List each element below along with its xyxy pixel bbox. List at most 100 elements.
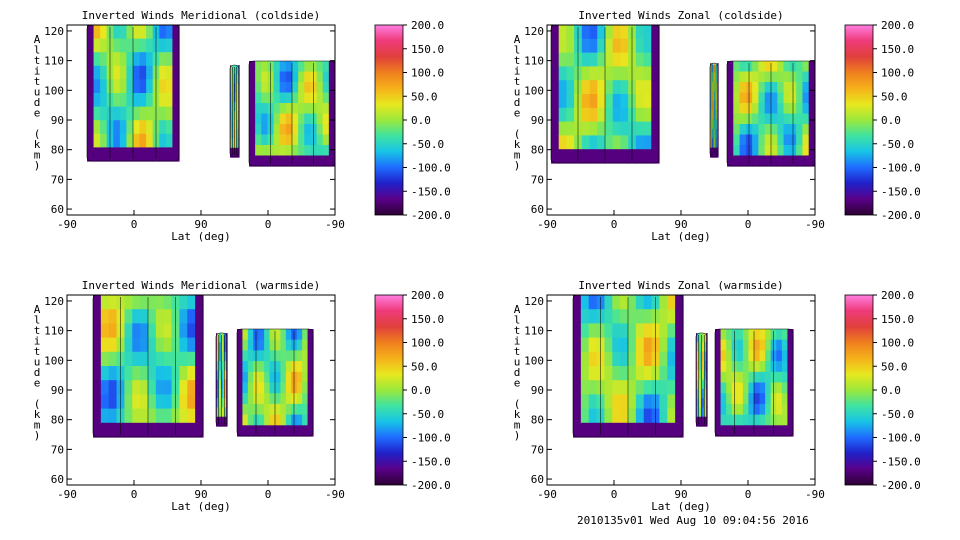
contour-cell xyxy=(100,147,108,162)
y-tick-label: 80 xyxy=(531,144,544,157)
x-tick-label: -90 xyxy=(325,488,345,501)
contour-cell xyxy=(172,25,180,40)
contour-cell xyxy=(179,366,188,381)
contour-cell xyxy=(273,134,281,146)
contour-cell xyxy=(233,111,235,121)
contour-cell xyxy=(159,147,167,162)
contour-cell xyxy=(291,329,298,341)
contour-cell xyxy=(217,407,219,418)
contour-cell xyxy=(551,38,560,54)
contour-cell xyxy=(727,92,734,104)
contour-cell xyxy=(316,103,324,115)
contour-cell xyxy=(705,416,707,427)
contour-cell xyxy=(705,370,707,381)
contour-cell xyxy=(171,309,181,324)
contour-cell xyxy=(643,80,652,95)
contour-cell xyxy=(643,121,652,136)
contour-cell xyxy=(675,394,684,410)
contour-cell xyxy=(108,408,118,424)
contour-cell xyxy=(222,407,224,418)
contour-cell xyxy=(195,408,204,424)
contour-cell xyxy=(273,61,281,73)
contour-cell xyxy=(261,71,269,83)
contour-cell xyxy=(808,145,815,157)
contour-cell xyxy=(771,92,778,104)
contour-cell xyxy=(580,380,590,395)
contour-cell xyxy=(148,309,157,324)
contour-cell xyxy=(261,134,269,146)
contour-cell xyxy=(116,408,126,424)
contour-cell xyxy=(739,113,747,125)
contour-cell xyxy=(242,361,249,373)
contour-cell xyxy=(699,342,702,353)
contour-cell xyxy=(787,425,794,437)
x-axis-label: Lat (deg) xyxy=(651,500,711,513)
contour-cell xyxy=(628,52,637,67)
contour-cell xyxy=(558,52,568,67)
contour-cell xyxy=(235,92,238,103)
contour-cell xyxy=(165,133,174,148)
contour-cell xyxy=(720,371,727,384)
colorbar-tick-label: -100.0 xyxy=(411,162,451,175)
contour-cell xyxy=(218,333,220,343)
contour-cell xyxy=(328,124,335,136)
contour-cell xyxy=(808,71,815,83)
contour-cell xyxy=(697,333,699,343)
contour-cell xyxy=(696,360,698,371)
contour-cell xyxy=(275,350,282,362)
contour-cell xyxy=(221,379,223,390)
contour-cell xyxy=(776,361,783,373)
contour-cell xyxy=(236,83,238,94)
contour-cell xyxy=(247,361,254,373)
contour-cell xyxy=(304,134,312,146)
contour-cell xyxy=(752,92,760,104)
contour-cell xyxy=(255,92,262,104)
contour-cell xyxy=(93,295,102,310)
contour-cell xyxy=(155,295,165,310)
contour-cell xyxy=(759,393,766,405)
contour-cell xyxy=(727,124,734,136)
contour-cell xyxy=(172,65,180,80)
contour-cell xyxy=(748,425,755,437)
contour-cell xyxy=(696,407,699,418)
contour-cell xyxy=(659,380,668,395)
contour-cell xyxy=(225,342,227,353)
contour-cell xyxy=(106,25,114,40)
contour-cell xyxy=(589,25,598,40)
contour-cell xyxy=(612,80,622,95)
chart-cold-zonal: Inverted Winds Zonal (coldside)607080901… xyxy=(514,9,921,243)
contour-cell xyxy=(236,101,238,112)
contour-cell xyxy=(93,422,102,438)
contour-field xyxy=(92,295,314,438)
contour-cell xyxy=(255,155,262,167)
contour-cell xyxy=(224,360,227,371)
contour-cell xyxy=(267,103,275,115)
contour-cell xyxy=(219,370,221,381)
contour-cell xyxy=(620,337,629,353)
contour-cell xyxy=(231,147,234,158)
contour-cell xyxy=(720,350,727,362)
contour-cell xyxy=(124,408,133,424)
contour-cell xyxy=(269,361,276,373)
contour-cell xyxy=(100,133,108,148)
contour-cell xyxy=(140,309,149,324)
contour-cell xyxy=(261,82,269,94)
contour-cell xyxy=(635,380,645,395)
contour-cell xyxy=(628,149,637,164)
data-region-outline xyxy=(86,25,180,162)
contour-cell xyxy=(737,361,744,373)
contour-cell xyxy=(651,25,660,40)
contour-cell xyxy=(285,393,292,405)
y-tick-label: 70 xyxy=(51,443,64,456)
contour-cell xyxy=(745,82,753,94)
contour-cell xyxy=(232,111,234,121)
y-tick-label: 90 xyxy=(531,384,544,397)
contour-cell xyxy=(698,388,700,399)
contour-cell xyxy=(307,414,314,426)
contour-cell xyxy=(589,66,598,81)
contour-cell xyxy=(216,333,218,343)
contour-cell xyxy=(781,382,789,394)
contour-cell xyxy=(264,350,271,362)
contour-cell xyxy=(237,65,239,75)
contour-cell xyxy=(787,414,794,426)
